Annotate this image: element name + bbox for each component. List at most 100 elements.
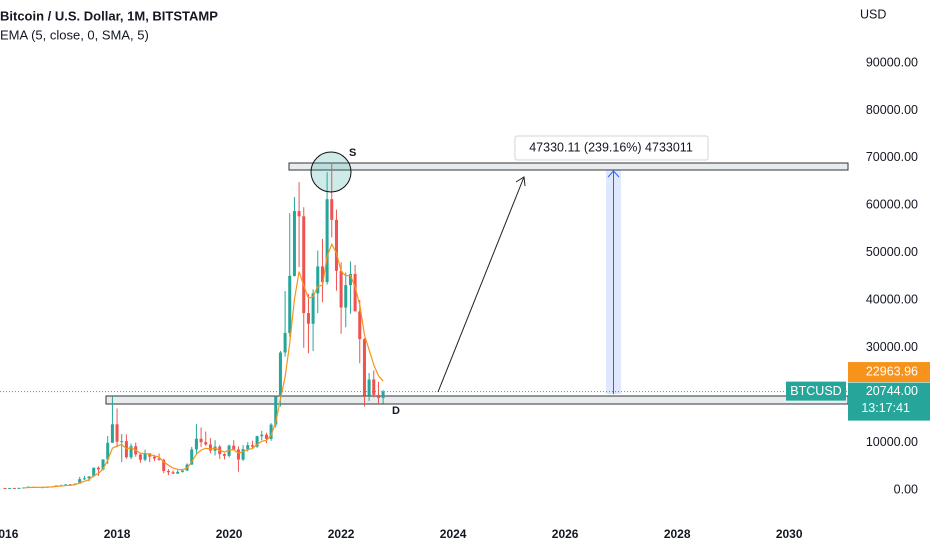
candle-body [283, 332, 287, 353]
candle-body [255, 436, 259, 447]
x-tick-label: 2026 [552, 527, 579, 541]
candle-body [143, 453, 147, 460]
price-label: 20744.00 [866, 384, 918, 398]
candle-body [288, 275, 292, 333]
candle-body [278, 352, 282, 397]
candle-body [138, 454, 142, 460]
marker-label: D [392, 405, 400, 417]
candle-body [204, 442, 208, 445]
candle-body [129, 446, 133, 458]
candle-body [157, 458, 161, 460]
candle-body [82, 478, 86, 480]
x-tick-label: 2018 [104, 527, 131, 541]
x-tick-label: 2022 [328, 527, 355, 541]
candle-body [358, 311, 362, 340]
x-tick-label: 2020 [216, 527, 243, 541]
candle-body [227, 445, 231, 456]
y-tick-label: 90000.00 [866, 55, 918, 69]
symbol-label: BTCUSD [790, 384, 841, 398]
candle-body [306, 313, 310, 324]
candle-body [372, 379, 376, 395]
candle-body [320, 266, 324, 283]
y-tick-label: 0.00 [894, 482, 918, 496]
x-tick-label: 2016 [0, 527, 19, 541]
candle-body [236, 449, 240, 460]
candle-body [222, 454, 226, 456]
candle-body [325, 199, 329, 283]
countdown-label: 13:17:41 [861, 401, 910, 415]
candle-body [241, 449, 245, 460]
candle-body [376, 394, 380, 398]
measure-label: 47330.11 (239.16%) 4733011 [529, 140, 693, 154]
marker-label: S [349, 147, 356, 159]
candle-body [64, 484, 68, 486]
candle-body [22, 487, 26, 489]
candle-body [264, 434, 268, 439]
indicator-legend: EMA (5, close, 0, SMA, 5) [0, 27, 149, 42]
candle-body [353, 273, 357, 312]
support-zone [105, 395, 849, 405]
candle-body [12, 487, 16, 489]
candle-body [176, 471, 180, 474]
y-axis-unit: USD [860, 7, 886, 21]
candle-body [171, 472, 175, 474]
candle-body [339, 270, 343, 308]
candle-body [362, 339, 366, 396]
candle-body [8, 487, 12, 489]
overlays: S D 47330.11 (239.16%) 4733011 Bitcoin /… [0, 7, 930, 541]
candle-body [106, 442, 110, 460]
y-tick-label: 60000.00 [866, 198, 918, 212]
y-tick-label: 40000.00 [866, 293, 918, 307]
plot-area [0, 162, 848, 489]
resistance-zone [288, 162, 849, 171]
arrow-head [515, 176, 526, 187]
candle-body [115, 424, 119, 442]
candle-body [250, 445, 254, 447]
candle-body [96, 467, 100, 470]
candle-body [246, 445, 250, 450]
candle-body [232, 445, 236, 450]
candle-body [92, 467, 96, 477]
measure-box [514, 135, 709, 161]
candle-body [152, 456, 156, 459]
y-tick-label: 70000.00 [866, 150, 918, 164]
ema-price-label: 22963.96 [866, 364, 918, 378]
measure-arrow-head [607, 170, 620, 178]
candle-body [166, 470, 170, 473]
y-tick-label: 50000.00 [866, 245, 918, 259]
candle-body [330, 199, 334, 220]
candle-body [180, 470, 184, 472]
candle-body [199, 438, 203, 443]
candle-body [311, 293, 315, 324]
y-tick-label: 30000.00 [866, 340, 918, 354]
candle-body [78, 479, 82, 484]
candle-body [334, 219, 338, 271]
candle-body [297, 211, 301, 217]
projection-arrow [437, 176, 525, 393]
candle-body [120, 441, 124, 443]
candle-body [344, 285, 348, 308]
candle-body [260, 434, 264, 437]
candle-body [274, 396, 278, 425]
candle-body [292, 211, 296, 276]
candle-body [367, 379, 371, 396]
candle-body [269, 424, 273, 439]
highlight-circle [310, 151, 352, 193]
candle-body [316, 266, 320, 294]
candle-body [3, 487, 7, 489]
drawings [105, 162, 849, 405]
candle-body [190, 449, 194, 465]
candle-body [101, 459, 105, 470]
candle-body [381, 391, 385, 398]
candle-body [208, 444, 212, 451]
y-tick-label: 80000.00 [866, 103, 918, 117]
candle-body [110, 424, 114, 443]
ema-line [23, 242, 384, 489]
x-tick-label: 2024 [440, 527, 467, 541]
candle-body [87, 476, 91, 479]
x-tick-label: 2028 [664, 527, 691, 541]
symbol-box [786, 381, 846, 401]
candle-body [302, 216, 306, 314]
